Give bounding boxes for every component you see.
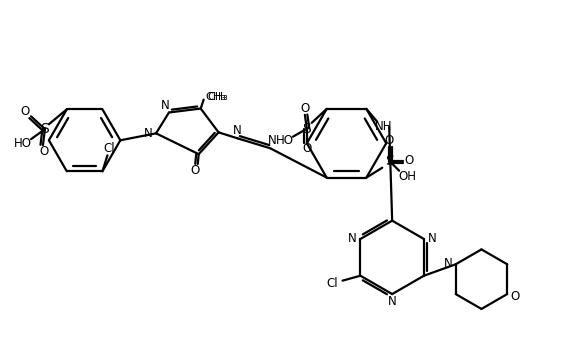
Text: N: N <box>427 233 436 245</box>
Text: O: O <box>190 164 199 177</box>
Text: O: O <box>385 134 394 147</box>
Text: Cl: Cl <box>104 142 115 155</box>
Text: N: N <box>268 134 276 147</box>
Text: S: S <box>302 122 311 136</box>
Text: HO: HO <box>14 137 32 150</box>
Text: O: O <box>300 102 309 115</box>
Text: S: S <box>40 122 50 136</box>
Text: NH: NH <box>374 120 392 133</box>
Text: CH₃: CH₃ <box>206 92 226 102</box>
Text: N: N <box>444 257 453 270</box>
Text: O: O <box>21 105 30 118</box>
Text: O: O <box>404 154 414 167</box>
Text: CH₃: CH₃ <box>207 92 229 102</box>
Text: O: O <box>302 142 312 155</box>
Text: O: O <box>510 290 520 303</box>
Text: N: N <box>388 295 396 308</box>
Text: S: S <box>385 154 393 168</box>
Text: N: N <box>233 124 242 137</box>
Text: HO: HO <box>276 134 294 147</box>
Text: OH: OH <box>398 170 416 183</box>
Text: Cl: Cl <box>327 277 339 290</box>
Text: N: N <box>348 233 357 245</box>
Text: O: O <box>39 145 48 158</box>
Text: N: N <box>144 127 153 140</box>
Text: N: N <box>161 99 169 112</box>
